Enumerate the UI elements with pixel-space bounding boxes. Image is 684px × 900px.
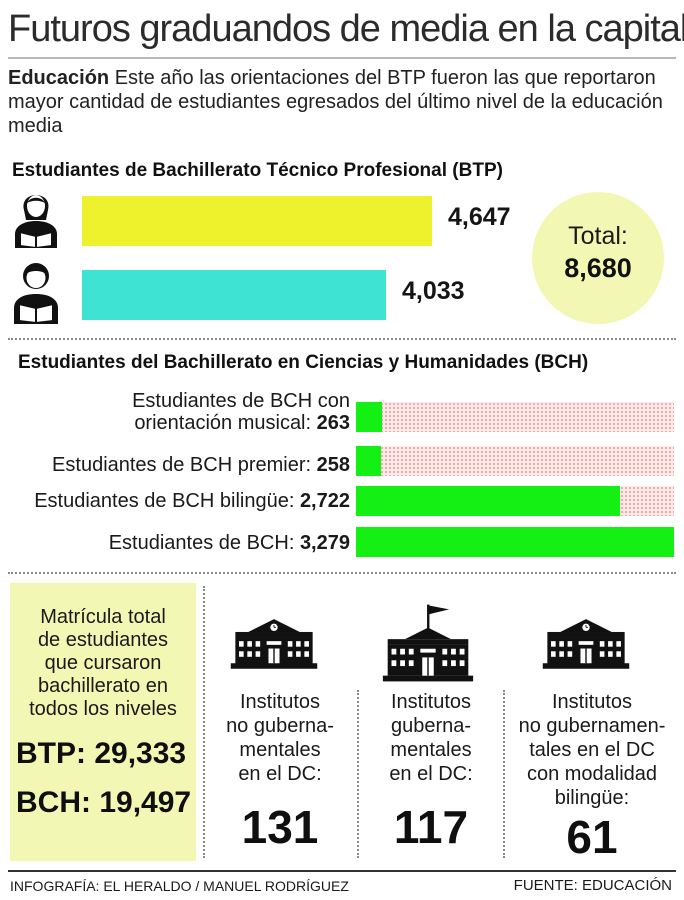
bch-value-premier: 258	[316, 454, 350, 476]
institute-label-line: en el DC:	[389, 763, 473, 785]
institute-label-line: con modalidad	[526, 763, 658, 785]
institute-value-3: 61	[566, 811, 618, 863]
page-title: Futuros graduandos de media en la capita…	[8, 8, 684, 50]
column-divider	[357, 690, 359, 858]
column-divider	[203, 586, 205, 858]
matricula-line: bachillerato en	[37, 675, 169, 697]
bch-label-musical-line-1: Estudiantes de BCH con	[132, 390, 350, 412]
btp-total-value: 8,680	[564, 253, 632, 283]
intro-text: Este año las orientaciones del BTP fuero…	[8, 67, 663, 137]
bch-label-total: Estudiantes de BCH: 3,279	[10, 532, 350, 554]
matricula-box	[10, 583, 196, 861]
btp-total-badge: Total: 8,680	[532, 192, 664, 324]
institute-label-line: Institutos	[551, 691, 633, 713]
bch-label-bilingue: Estudiantes de BCH bilingüe: 2,722	[10, 490, 350, 512]
school-building-icon	[228, 616, 320, 670]
institute-label-line: guberna-	[390, 715, 472, 737]
institute-label-line: tales en el DC	[529, 739, 655, 761]
institute-label-1: Institutos no guberna- mentales en el DC…	[206, 690, 354, 786]
bch-bar-premier	[356, 446, 381, 476]
institute-label-line: en el DC:	[238, 763, 322, 785]
bch-bar-total	[356, 527, 674, 557]
bch-value-total: 3,279	[299, 532, 350, 554]
matricula-text: Matrícula total de estudiantes que cursa…	[10, 606, 196, 721]
institute-label-line: mentales	[239, 739, 321, 761]
footer-divider	[8, 870, 676, 872]
institute-label-3: Institutos no gubernamen- tales en el DC…	[506, 690, 678, 810]
bch-label-premier-text: Estudiantes de BCH premier:	[52, 454, 312, 476]
footer-source: FUENTE: EDUCACIÓN	[513, 877, 672, 894]
bch-label-musical-line-2: orientación musical:	[134, 412, 312, 434]
male-student-icon	[14, 263, 58, 324]
bch-bar-musical	[356, 402, 382, 432]
btp-male-bar	[82, 270, 386, 320]
btp-female-bar	[82, 196, 432, 246]
school-building-icon	[540, 616, 632, 670]
title-divider	[8, 57, 676, 59]
bch-enrollment-stat: BCH: 19,497	[16, 786, 192, 819]
matricula-line: de estudiantes	[37, 629, 169, 651]
section-divider	[8, 572, 676, 574]
institute-label-line: Institutos	[390, 691, 472, 713]
matricula-line: Matrícula total	[40, 606, 166, 628]
bch-track	[356, 446, 674, 476]
institute-label-line: no gubernamen-	[518, 715, 666, 737]
institute-value-1: 131	[241, 801, 319, 853]
intro-paragraph: Educación Este año las orientaciones del…	[8, 66, 678, 138]
institute-label-line: no guberna-	[226, 715, 334, 737]
bch-section-title: Estudiantes del Bachillerato en Ciencias…	[18, 352, 589, 373]
btp-male-value: 4,033	[402, 277, 465, 305]
column-divider	[503, 690, 505, 858]
matricula-line: que cursaron	[44, 652, 162, 674]
btp-section-title: Estudiantes de Bachillerato Técnico Prof…	[12, 160, 503, 181]
intro-lead: Educación	[8, 67, 110, 89]
btp-enrollment-stat: BTP: 29,333	[16, 737, 187, 770]
institute-value-2: 117	[393, 801, 469, 853]
institute-label-line: mentales	[390, 739, 472, 761]
footer-credit: INFOGRAFÍA: EL HERALDO / MANUEL RODRÍGUE…	[10, 878, 349, 894]
section-divider	[8, 338, 676, 340]
school-flag-building-icon	[380, 604, 476, 682]
bch-label-total-text: Estudiantes de BCH:	[108, 532, 295, 554]
btp-total-label: Total:	[568, 222, 628, 250]
bch-track	[356, 402, 674, 432]
bch-value-musical: 263	[316, 412, 350, 434]
bch-bar-bilingue	[356, 486, 620, 516]
bch-value-bilingue: 2,722	[299, 490, 350, 512]
institute-label-2: Institutos guberna- mentales en el DC:	[358, 690, 504, 786]
institute-label-line: Institutos	[239, 691, 321, 713]
bch-label-musical: Estudiantes de BCH con orientación music…	[10, 390, 350, 434]
female-student-icon	[15, 195, 57, 248]
institute-label-line: bilingüe:	[554, 787, 630, 809]
btp-female-value: 4,647	[448, 203, 511, 231]
bch-label-premier: Estudiantes de BCH premier: 258	[10, 454, 350, 476]
matricula-line: todos los niveles	[29, 698, 177, 720]
bch-label-bilingue-text: Estudiantes de BCH bilingüe:	[34, 490, 295, 512]
